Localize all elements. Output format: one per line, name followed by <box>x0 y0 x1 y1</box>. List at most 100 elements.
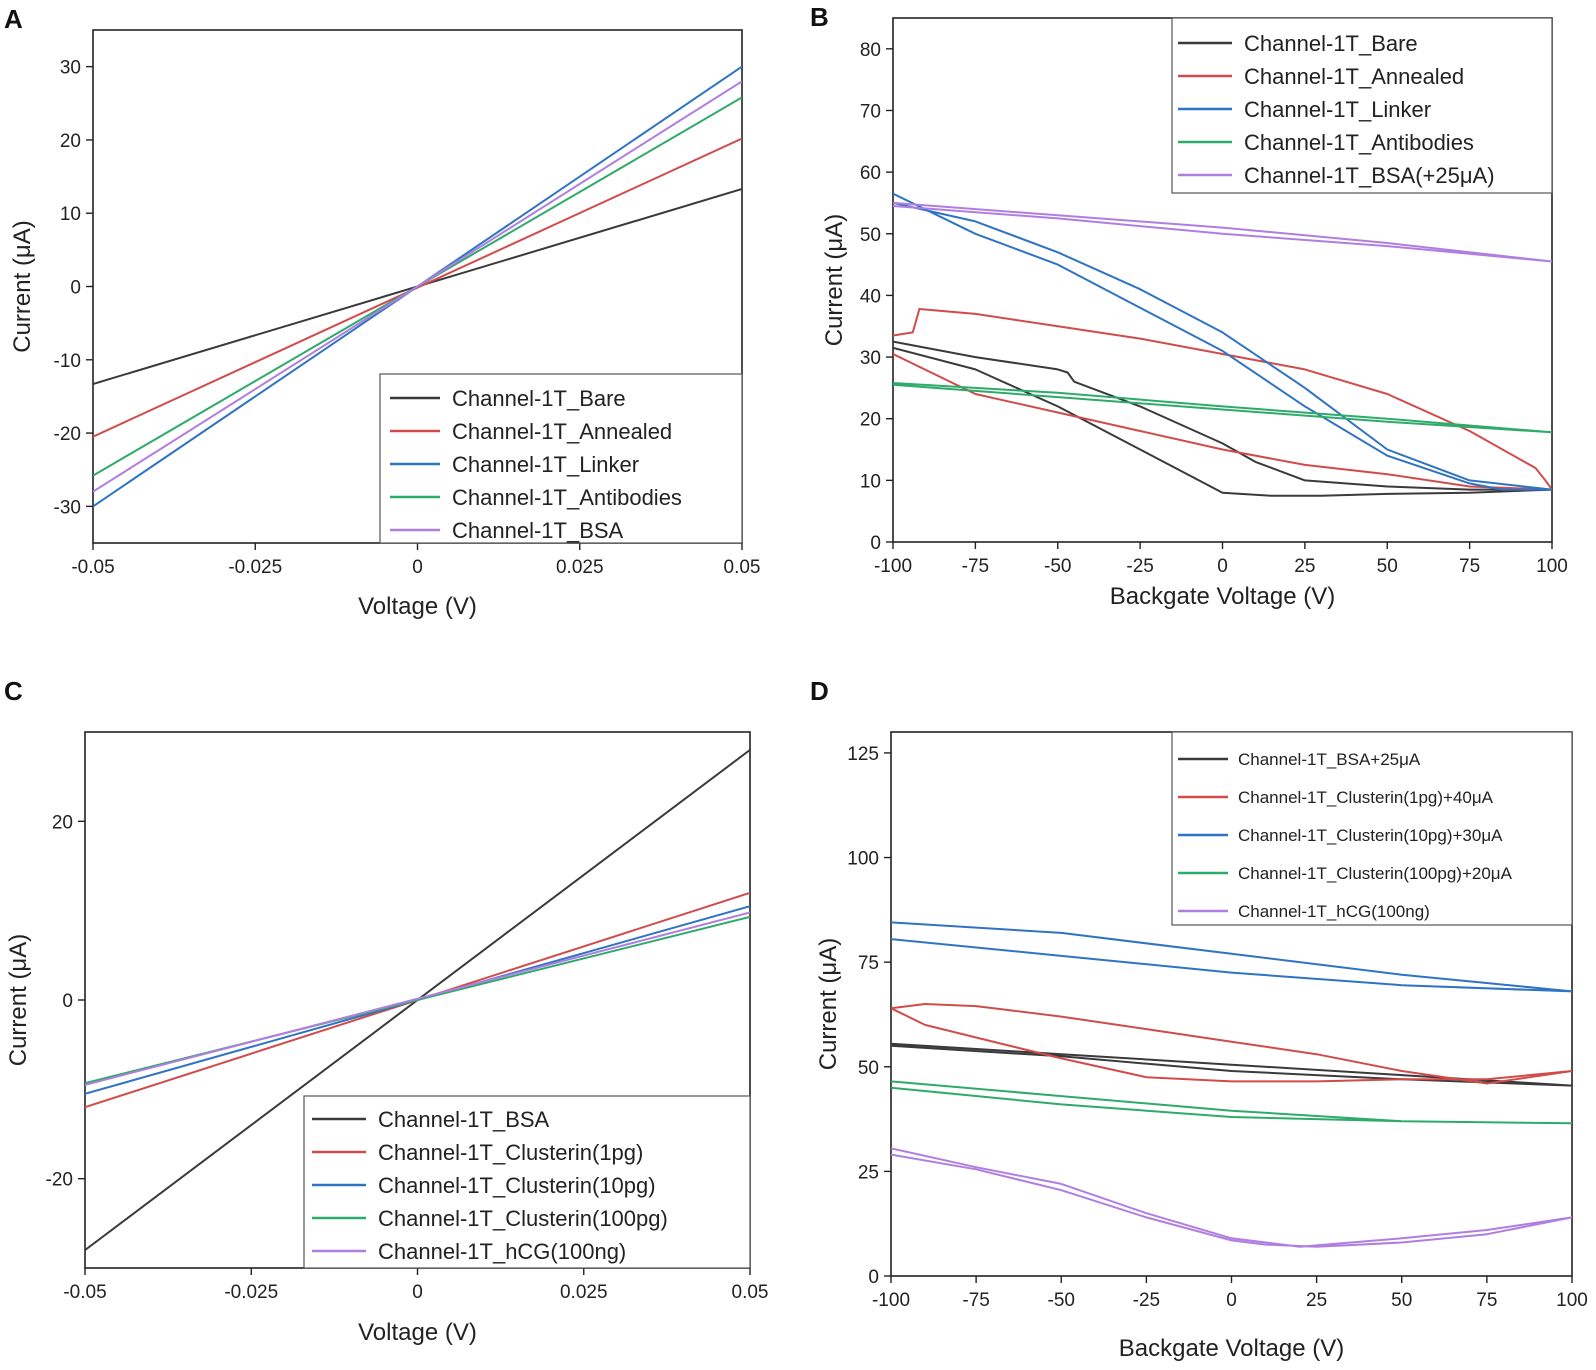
panel-letter: D <box>810 676 829 706</box>
legend-label: Channel-1T_BSA <box>378 1107 550 1132</box>
x-tick-label: -50 <box>1048 1290 1075 1311</box>
y-tick-label: -10 <box>54 351 81 372</box>
series-line-black <box>893 340 1552 497</box>
x-tick-label: -25 <box>1133 1290 1160 1311</box>
y-tick-label: 0 <box>870 533 881 554</box>
x-tick-label: 0.025 <box>556 557 604 578</box>
legend-label: Channel-1T_Clusterin(1pg) <box>378 1140 643 1165</box>
legend: Channel-1T_BSA Channel-1T_Clusterin(1pg) C… <box>303 1095 751 1269</box>
legend-label: Channel-1T_Bare <box>452 386 626 411</box>
legend-label: Channel-1T_Clusterin(10pg)+30μA <box>1238 826 1503 845</box>
legend-label: Channel-1T_Annealed <box>1244 64 1464 89</box>
legend: Channel-1T_Bare Channel-1T_Annealed Channe… <box>1171 17 1553 194</box>
panel-letter: B <box>810 2 829 32</box>
x-axis-title: Backgate Voltage (V) <box>1110 583 1335 610</box>
y-tick-label: 20 <box>860 410 881 431</box>
chart-panel-a: A -0.05 -0.025 0 0.025 0.05 -30 -20 -10 0 10 20 30 Vo… <box>4 4 760 620</box>
x-tick-label: -0.025 <box>224 1282 278 1303</box>
x-tick-label: 0.05 <box>732 1282 769 1303</box>
y-tick-label: 0 <box>62 991 73 1012</box>
y-axis-title: Current (μA) <box>9 220 36 353</box>
y-tick-label: -20 <box>54 424 81 445</box>
series-group <box>85 749 750 1251</box>
y-tick-label: 60 <box>860 163 881 184</box>
series-line-blue <box>893 192 1552 491</box>
series-group <box>893 192 1552 497</box>
legend-label: Channel-1T_BSA(+25μA) <box>1244 163 1495 188</box>
chart-panel-c: C -0.05 -0.025 0 0.025 0.05 -20 0 20 Voltage (V) C… <box>4 676 768 1346</box>
series-line-red <box>893 308 1552 491</box>
x-tick-label: 100 <box>1556 1290 1588 1311</box>
y-axis-title: Current (μA) <box>815 938 842 1071</box>
legend-label: Channel-1T_Clusterin(1pg)+40μA <box>1238 788 1494 807</box>
x-tick-label: 75 <box>1476 1290 1497 1311</box>
y-tick-label: 0 <box>70 278 81 299</box>
legend: Channel-1T_BSA+25μA Channel-1T_Clusterin(… <box>1171 731 1573 926</box>
x-tick-label: 0 <box>1217 556 1228 577</box>
chart-panel-d: D -100 -75 -50 -25 0 25 50 75 100 0 25 50 75 100 125 Bac… <box>810 676 1588 1362</box>
y-tick-label: 50 <box>860 225 881 246</box>
x-tick-label: -100 <box>872 1290 910 1311</box>
legend-label: Channel-1T_Linker <box>452 452 639 477</box>
legend-label: Channel-1T_Clusterin(10pg) <box>378 1173 656 1198</box>
y-tick-label: -20 <box>46 1170 73 1191</box>
y-tick-label: 80 <box>860 40 881 61</box>
legend-box <box>303 1095 751 1269</box>
legend-label: Channel-1T_Linker <box>1244 97 1431 122</box>
y-tick-label: 50 <box>858 1058 879 1079</box>
legend-label: Channel-1T_Annealed <box>452 419 672 444</box>
y-tick-label: 10 <box>60 204 81 225</box>
x-tick-label: 25 <box>1306 1290 1327 1311</box>
y-tick-label: 30 <box>860 348 881 369</box>
y-tick-label: 100 <box>847 849 879 870</box>
legend-box <box>1171 731 1573 926</box>
series-line-black <box>891 1042 1572 1087</box>
x-tick-label: 0.05 <box>724 557 761 578</box>
y-tick-label: 70 <box>860 101 881 122</box>
y-tick-label: 20 <box>52 812 73 833</box>
x-tick-label: -0.05 <box>63 1282 106 1303</box>
y-tick-label: 30 <box>60 58 81 79</box>
x-axis-title: Voltage (V) <box>358 593 477 620</box>
x-tick-label: 25 <box>1294 556 1315 577</box>
y-axis-title: Current (μA) <box>5 934 32 1067</box>
y-tick-label: 125 <box>847 744 879 765</box>
y-tick-label: 10 <box>860 471 881 492</box>
x-tick-label: -0.025 <box>228 557 282 578</box>
legend-label: Channel-1T_Antibodies <box>452 485 682 510</box>
x-tick-label: 50 <box>1377 556 1398 577</box>
series-line-violet <box>891 1147 1572 1248</box>
legend-label: Channel-1T_BSA+25μA <box>1238 750 1421 769</box>
series-group <box>93 65 742 508</box>
legend-box <box>1171 17 1553 194</box>
panel-letter: C <box>4 676 23 706</box>
legend-label: Channel-1T_Clusterin(100pg) <box>378 1206 668 1231</box>
series-line-violet <box>893 201 1552 263</box>
x-tick-label: -50 <box>1044 556 1071 577</box>
series-line-violet <box>85 911 750 1086</box>
x-tick-label: 0 <box>412 557 423 578</box>
chart-panel-b: B -100 -75 -50 -25 0 25 50 75 100 0 10 20 30 40 50 60 70 8… <box>810 2 1568 610</box>
series-group <box>891 921 1572 1248</box>
x-tick-label: 100 <box>1536 556 1568 577</box>
y-axis-title: Current (μA) <box>821 214 848 347</box>
x-axis-title: Backgate Voltage (V) <box>1119 1335 1344 1362</box>
legend: Channel-1T_Bare Channel-1T_Annealed Channe… <box>379 373 743 544</box>
y-tick-label: 25 <box>858 1162 879 1183</box>
y-tick-label: 0 <box>868 1267 879 1288</box>
series-line-blue <box>891 921 1572 993</box>
x-tick-label: -100 <box>874 556 912 577</box>
x-axis-title: Voltage (V) <box>358 1319 477 1346</box>
legend-label: Channel-1T_hCG(100ng) <box>378 1239 626 1264</box>
legend-label: Channel-1T_Clusterin(100pg)+20μA <box>1238 864 1513 883</box>
legend-label: Channel-1T_hCG(100ng) <box>1238 902 1430 921</box>
x-tick-label: -75 <box>962 1290 989 1311</box>
series-line-green <box>891 1080 1572 1125</box>
y-tick-label: 40 <box>860 286 881 307</box>
y-tick-label: -30 <box>54 497 81 518</box>
series-line-violet <box>93 80 742 493</box>
y-tick-label: 20 <box>60 131 81 152</box>
panel-letter: A <box>4 4 23 34</box>
x-tick-label: 75 <box>1459 556 1480 577</box>
